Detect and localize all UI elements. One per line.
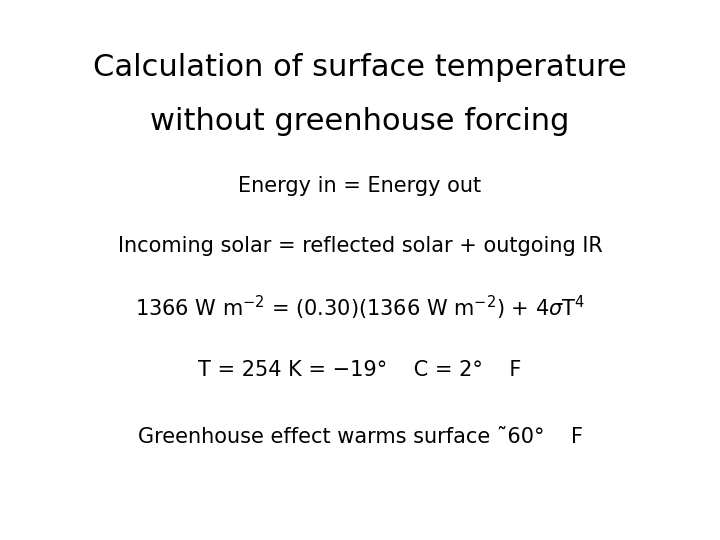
- Text: T = 254 K = −19°    C = 2°    F: T = 254 K = −19° C = 2° F: [198, 360, 522, 380]
- Text: Calculation of surface temperature: Calculation of surface temperature: [93, 53, 627, 82]
- Text: Incoming solar = reflected solar + outgoing IR: Incoming solar = reflected solar + outgo…: [117, 235, 603, 256]
- Text: without greenhouse forcing: without greenhouse forcing: [150, 107, 570, 136]
- Text: Energy in = Energy out: Energy in = Energy out: [238, 176, 482, 197]
- Text: 1366 W m$^{-2}$ = (0.30)(1366 W m$^{-2}$) + 4$\sigma$T$^{4}$: 1366 W m$^{-2}$ = (0.30)(1366 W m$^{-2}$…: [135, 294, 585, 322]
- Text: Greenhouse effect warms surface ˜60°    F: Greenhouse effect warms surface ˜60° F: [138, 427, 582, 448]
